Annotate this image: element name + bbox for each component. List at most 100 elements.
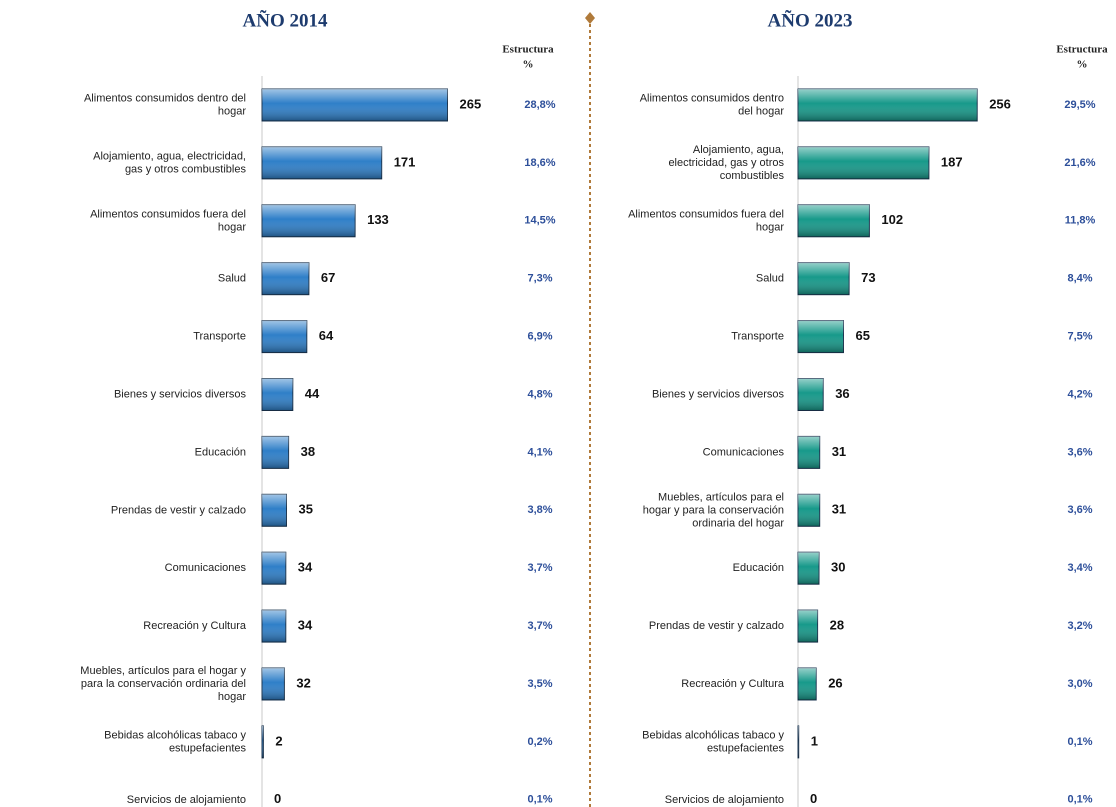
bar-shine: [798, 610, 818, 643]
bar-shine: [798, 320, 844, 353]
chart-title: AÑO 2014: [243, 9, 328, 31]
share-label: 6,9%: [527, 331, 552, 343]
category-label: Alimentos consumidos fuera del hogar: [90, 208, 246, 233]
value-label: 28: [830, 618, 844, 633]
category-label: Recreación y Cultura: [681, 678, 785, 690]
category-label: Recreación y Cultura: [143, 620, 247, 632]
category-label: Bebidas alcohólicas tabaco y estupefacien…: [104, 729, 246, 754]
value-label: 35: [299, 502, 313, 517]
bar-shine: [262, 378, 293, 411]
category-label: Comunicaciones: [165, 562, 247, 574]
share-label: 3,5%: [527, 678, 552, 690]
value-label: 0: [274, 791, 281, 806]
bar-shine: [262, 436, 289, 469]
share-label: 28,8%: [524, 99, 555, 111]
value-label: 102: [881, 212, 903, 227]
bar-shine: [262, 610, 286, 643]
share-label: 7,3%: [527, 273, 552, 285]
value-label: 0: [810, 791, 817, 806]
category-label: Transporte: [731, 331, 784, 343]
value-label: 187: [941, 154, 963, 169]
value-label: 2: [275, 733, 282, 748]
bar-shine: [262, 262, 309, 295]
bar-shine: [262, 89, 448, 121]
category-label: Alojamiento, agua, electricidad, gas y ot…: [668, 144, 784, 182]
category-label: Salud: [218, 273, 246, 285]
share-label: 3,7%: [527, 562, 552, 574]
category-label: Bienes y servicios diversos: [652, 388, 785, 400]
share-label: 21,6%: [1064, 157, 1095, 169]
bar-shine: [798, 436, 820, 469]
category-label: Muebles, artículos para el hogar y para l…: [643, 491, 785, 529]
bar-shine: [798, 378, 824, 411]
category-label: Servicios de alojamiento: [665, 794, 784, 806]
share-header: Estructura: [1056, 44, 1108, 56]
category-label: Alimentos consumidos fuera del hogar: [628, 208, 784, 233]
share-label: 3,6%: [1067, 446, 1092, 458]
category-label: Salud: [756, 273, 784, 285]
value-label: 30: [831, 560, 845, 575]
share-label: 0,1%: [1067, 794, 1092, 806]
value-label: 44: [305, 386, 320, 401]
value-label: 171: [394, 154, 416, 169]
value-label: 67: [321, 270, 335, 285]
value-label: 256: [989, 96, 1011, 111]
category-label: Transporte: [193, 331, 246, 343]
value-label: 31: [832, 502, 846, 517]
category-label: Prendas de vestir y calzado: [111, 504, 246, 516]
bar-shine: [798, 725, 799, 758]
bar-shine: [262, 494, 287, 527]
share-label: 4,1%: [527, 446, 552, 458]
share-label: 8,4%: [1067, 273, 1092, 285]
share-label: 4,8%: [527, 388, 552, 400]
bar-shine: [798, 89, 978, 121]
share-label: 3,8%: [527, 504, 552, 516]
value-label: 133: [367, 212, 389, 227]
value-label: 265: [460, 96, 482, 111]
category-label: Muebles, artículos para el hogar y para l…: [80, 665, 246, 703]
bar-shine: [798, 262, 850, 295]
bar-shine: [798, 494, 820, 527]
share-label: 0,2%: [527, 736, 552, 748]
share-label: 0,1%: [1067, 736, 1092, 748]
value-label: 26: [828, 675, 842, 690]
value-label: 36: [835, 386, 849, 401]
share-label: 11,8%: [1065, 215, 1096, 227]
share-label: 3,7%: [527, 620, 552, 632]
category-label: Educación: [733, 562, 784, 574]
share-header: Estructura: [502, 44, 554, 56]
category-label: Servicios de alojamiento: [127, 794, 246, 806]
share-label: 4,2%: [1067, 388, 1092, 400]
bar-shine: [798, 146, 929, 179]
chart-title: AÑO 2023: [768, 9, 853, 31]
category-label: Alimentos consumidos dentro del hogar: [84, 92, 246, 117]
share-label: 14,5%: [524, 215, 555, 227]
value-label: 32: [296, 675, 310, 690]
value-label: 73: [861, 270, 875, 285]
value-label: 38: [301, 444, 315, 459]
share-header: %: [523, 59, 534, 71]
category-label: Alojamiento, agua, electricidad, gas y ot…: [93, 150, 246, 175]
bar-shine: [262, 725, 264, 758]
value-label: 64: [319, 328, 334, 343]
category-label: Bebidas alcohólicas tabaco y estupefacien…: [642, 729, 784, 754]
value-label: 34: [298, 618, 313, 633]
bar-shine: [262, 668, 285, 700]
share-header: %: [1077, 59, 1088, 71]
bar-shine: [262, 204, 356, 237]
value-label: 31: [832, 444, 846, 459]
bar-shine: [262, 146, 382, 179]
category-label: Educación: [195, 446, 246, 458]
bar-shine: [262, 320, 307, 353]
bar-shine: [798, 668, 817, 700]
divider-cap: [585, 12, 595, 24]
value-label: 1: [811, 733, 818, 748]
category-label: Prendas de vestir y calzado: [649, 620, 784, 632]
share-label: 3,6%: [1067, 504, 1092, 516]
category-label: Comunicaciones: [703, 446, 785, 458]
share-label: 29,5%: [1064, 99, 1095, 111]
value-label: 34: [298, 560, 313, 575]
share-label: 18,6%: [524, 157, 555, 169]
value-label: 65: [856, 328, 870, 343]
